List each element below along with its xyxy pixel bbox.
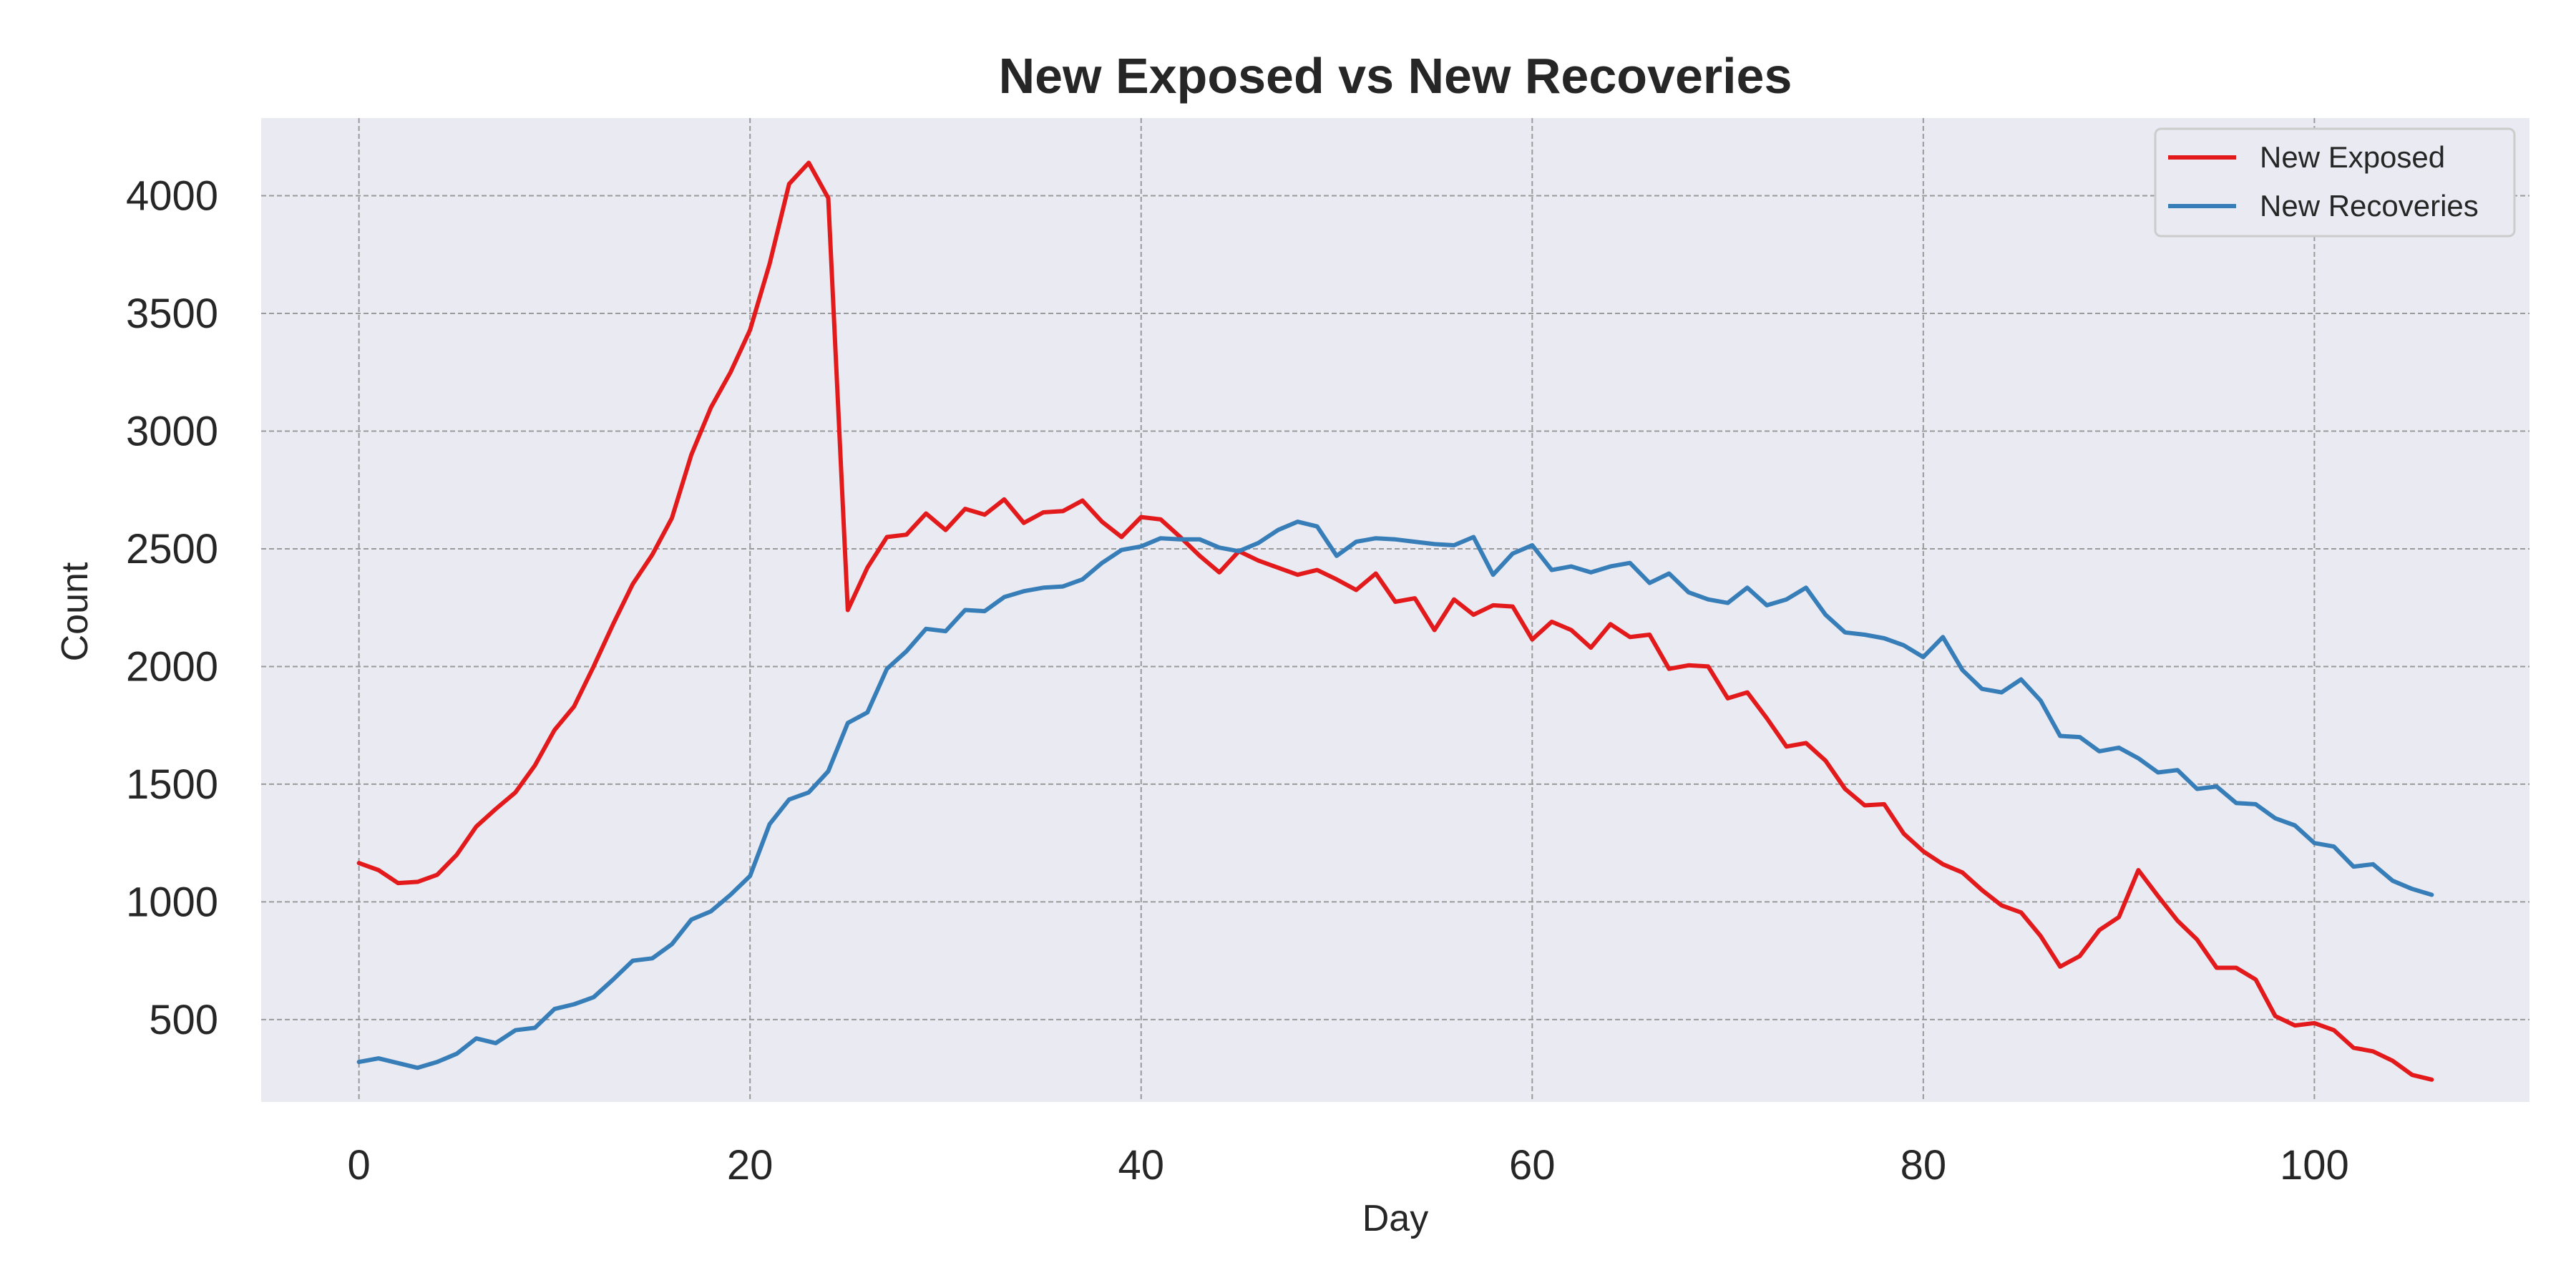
y-axis-label: Count bbox=[54, 562, 96, 661]
y-tick-label: 2500 bbox=[126, 526, 218, 572]
series-line-new-recoveries bbox=[356, 519, 2434, 1070]
series-line-new-exposed bbox=[356, 160, 2434, 1082]
chart-title: New Exposed vs New Recoveries bbox=[999, 48, 1792, 104]
x-tick-label: 40 bbox=[1118, 1142, 1164, 1189]
x-tick-label: 60 bbox=[1509, 1142, 1556, 1189]
y-tick-label: 2000 bbox=[126, 643, 218, 690]
y-tick-label: 500 bbox=[149, 997, 218, 1043]
legend-box bbox=[2154, 127, 2516, 238]
tick-labels: 0 20 40 60 80 100 500 1000 1500 2000 2500 3000 3500 4… bbox=[126, 173, 2349, 1189]
x-tick-label: 80 bbox=[1901, 1142, 1947, 1189]
legend: New Exposed New Recoveries bbox=[2154, 127, 2516, 238]
y-tick-label: 3000 bbox=[126, 409, 218, 455]
series-layer bbox=[356, 160, 2434, 1082]
x-tick-label: 100 bbox=[2280, 1142, 2349, 1189]
x-axis-label: Day bbox=[1362, 1198, 1428, 1239]
plot-area bbox=[261, 118, 2529, 1102]
y-tick-label: 4000 bbox=[126, 173, 218, 220]
grid bbox=[261, 118, 2529, 1102]
y-tick-label: 1000 bbox=[126, 879, 218, 925]
x-tick-label: 0 bbox=[348, 1142, 371, 1189]
x-tick-label: 20 bbox=[727, 1142, 774, 1189]
y-tick-label: 1500 bbox=[126, 761, 218, 808]
legend-label: New Recoveries bbox=[2260, 189, 2479, 223]
legend-label: New Exposed bbox=[2260, 140, 2445, 174]
y-tick-label: 3500 bbox=[126, 291, 218, 337]
